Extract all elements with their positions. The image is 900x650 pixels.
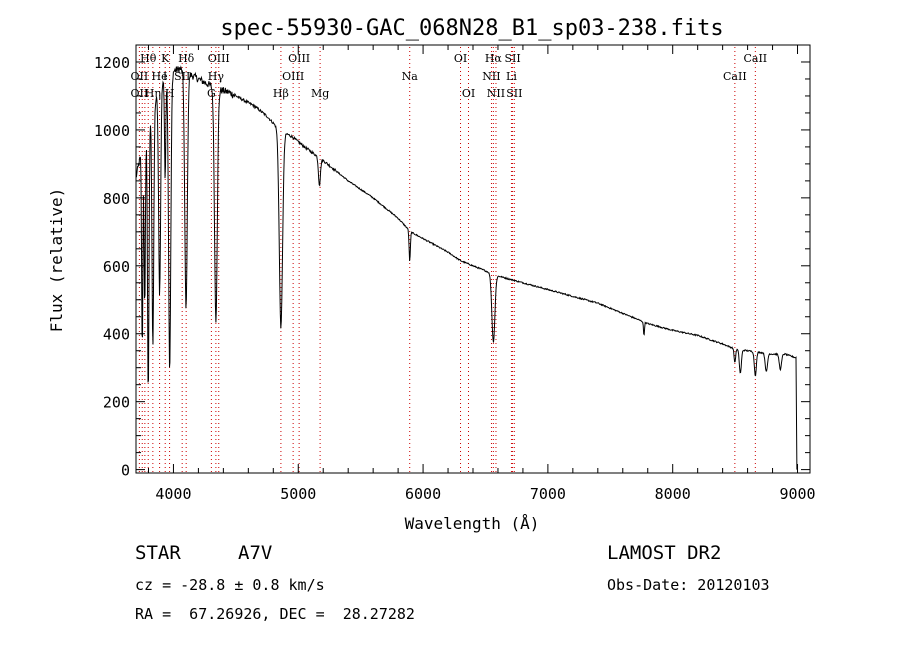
- line-label: SII: [174, 70, 190, 83]
- line-label: K: [161, 52, 170, 65]
- x-tick-label: 6000: [405, 485, 441, 503]
- line-label: OI: [462, 87, 475, 100]
- spectrum-line: [135, 65, 798, 470]
- line-label: Hα: [485, 52, 503, 65]
- line-label: OIII: [288, 52, 310, 65]
- line-label: Mg: [311, 87, 329, 100]
- line-label: OII: [131, 87, 149, 100]
- line-label: SII: [506, 87, 522, 100]
- line-label: Hη: [145, 87, 161, 100]
- y-axis: 0 200 400 600 800 1000 1200: [94, 54, 810, 480]
- line-label: Hβ: [273, 87, 289, 100]
- x-tick-label: 9000: [779, 485, 815, 503]
- line-label: NII: [482, 70, 500, 83]
- line-label: G: [207, 87, 216, 100]
- y-tick-label: 1000: [94, 122, 130, 140]
- line-label: Na: [402, 70, 419, 83]
- survey-name: LAMOST DR2: [607, 542, 722, 564]
- object-type: STAR: [135, 542, 181, 564]
- line-label: He: [152, 70, 168, 83]
- x-tick-label: 8000: [655, 485, 691, 503]
- x-tick-label: 5000: [280, 485, 316, 503]
- line-label: OI: [454, 52, 467, 65]
- y-tick-label: 600: [103, 258, 130, 276]
- line-label: Hθ: [140, 52, 157, 65]
- y-tick-label: 200: [103, 394, 130, 412]
- x-axis-label: Wavelength (Å): [405, 514, 540, 533]
- line-label: Hγ: [208, 70, 225, 83]
- line-label: OIII: [282, 70, 304, 83]
- redshift-cz: cz = -28.8 ± 0.8 km/s: [135, 576, 325, 594]
- line-label: SII: [504, 52, 520, 65]
- y-tick-label: 400: [103, 326, 130, 344]
- x-tick-label: 4000: [155, 485, 191, 503]
- y-tick-label: 800: [103, 190, 130, 208]
- line-label: OIII: [208, 52, 230, 65]
- line-markers: [138, 47, 756, 473]
- line-label: OII: [131, 70, 149, 83]
- line-label: Hδ: [178, 52, 195, 65]
- plot-frame: [135, 44, 811, 474]
- line-label: NII: [487, 87, 505, 100]
- line-label: CaII: [743, 52, 767, 65]
- y-tick-label: 1200: [94, 54, 130, 72]
- chart-title: spec-55930-GAC_068N28_B1_sp03-238.fits: [220, 16, 723, 41]
- subclass: A7V: [238, 542, 273, 564]
- x-tick-label: 7000: [530, 485, 566, 503]
- coordinates: RA = 67.26926, DEC = 28.27282: [135, 605, 415, 623]
- x-axis: 4000 5000 6000 7000 8000 9000: [147, 45, 816, 503]
- line-label: H: [165, 87, 175, 100]
- line-label: I: [163, 70, 167, 83]
- y-axis-label: Flux (relative): [47, 188, 66, 333]
- line-label: Li: [506, 70, 517, 83]
- line-label: CaII: [723, 70, 747, 83]
- obs-date: Obs-Date: 20120103: [607, 576, 770, 594]
- y-tick-label: 0: [121, 462, 130, 480]
